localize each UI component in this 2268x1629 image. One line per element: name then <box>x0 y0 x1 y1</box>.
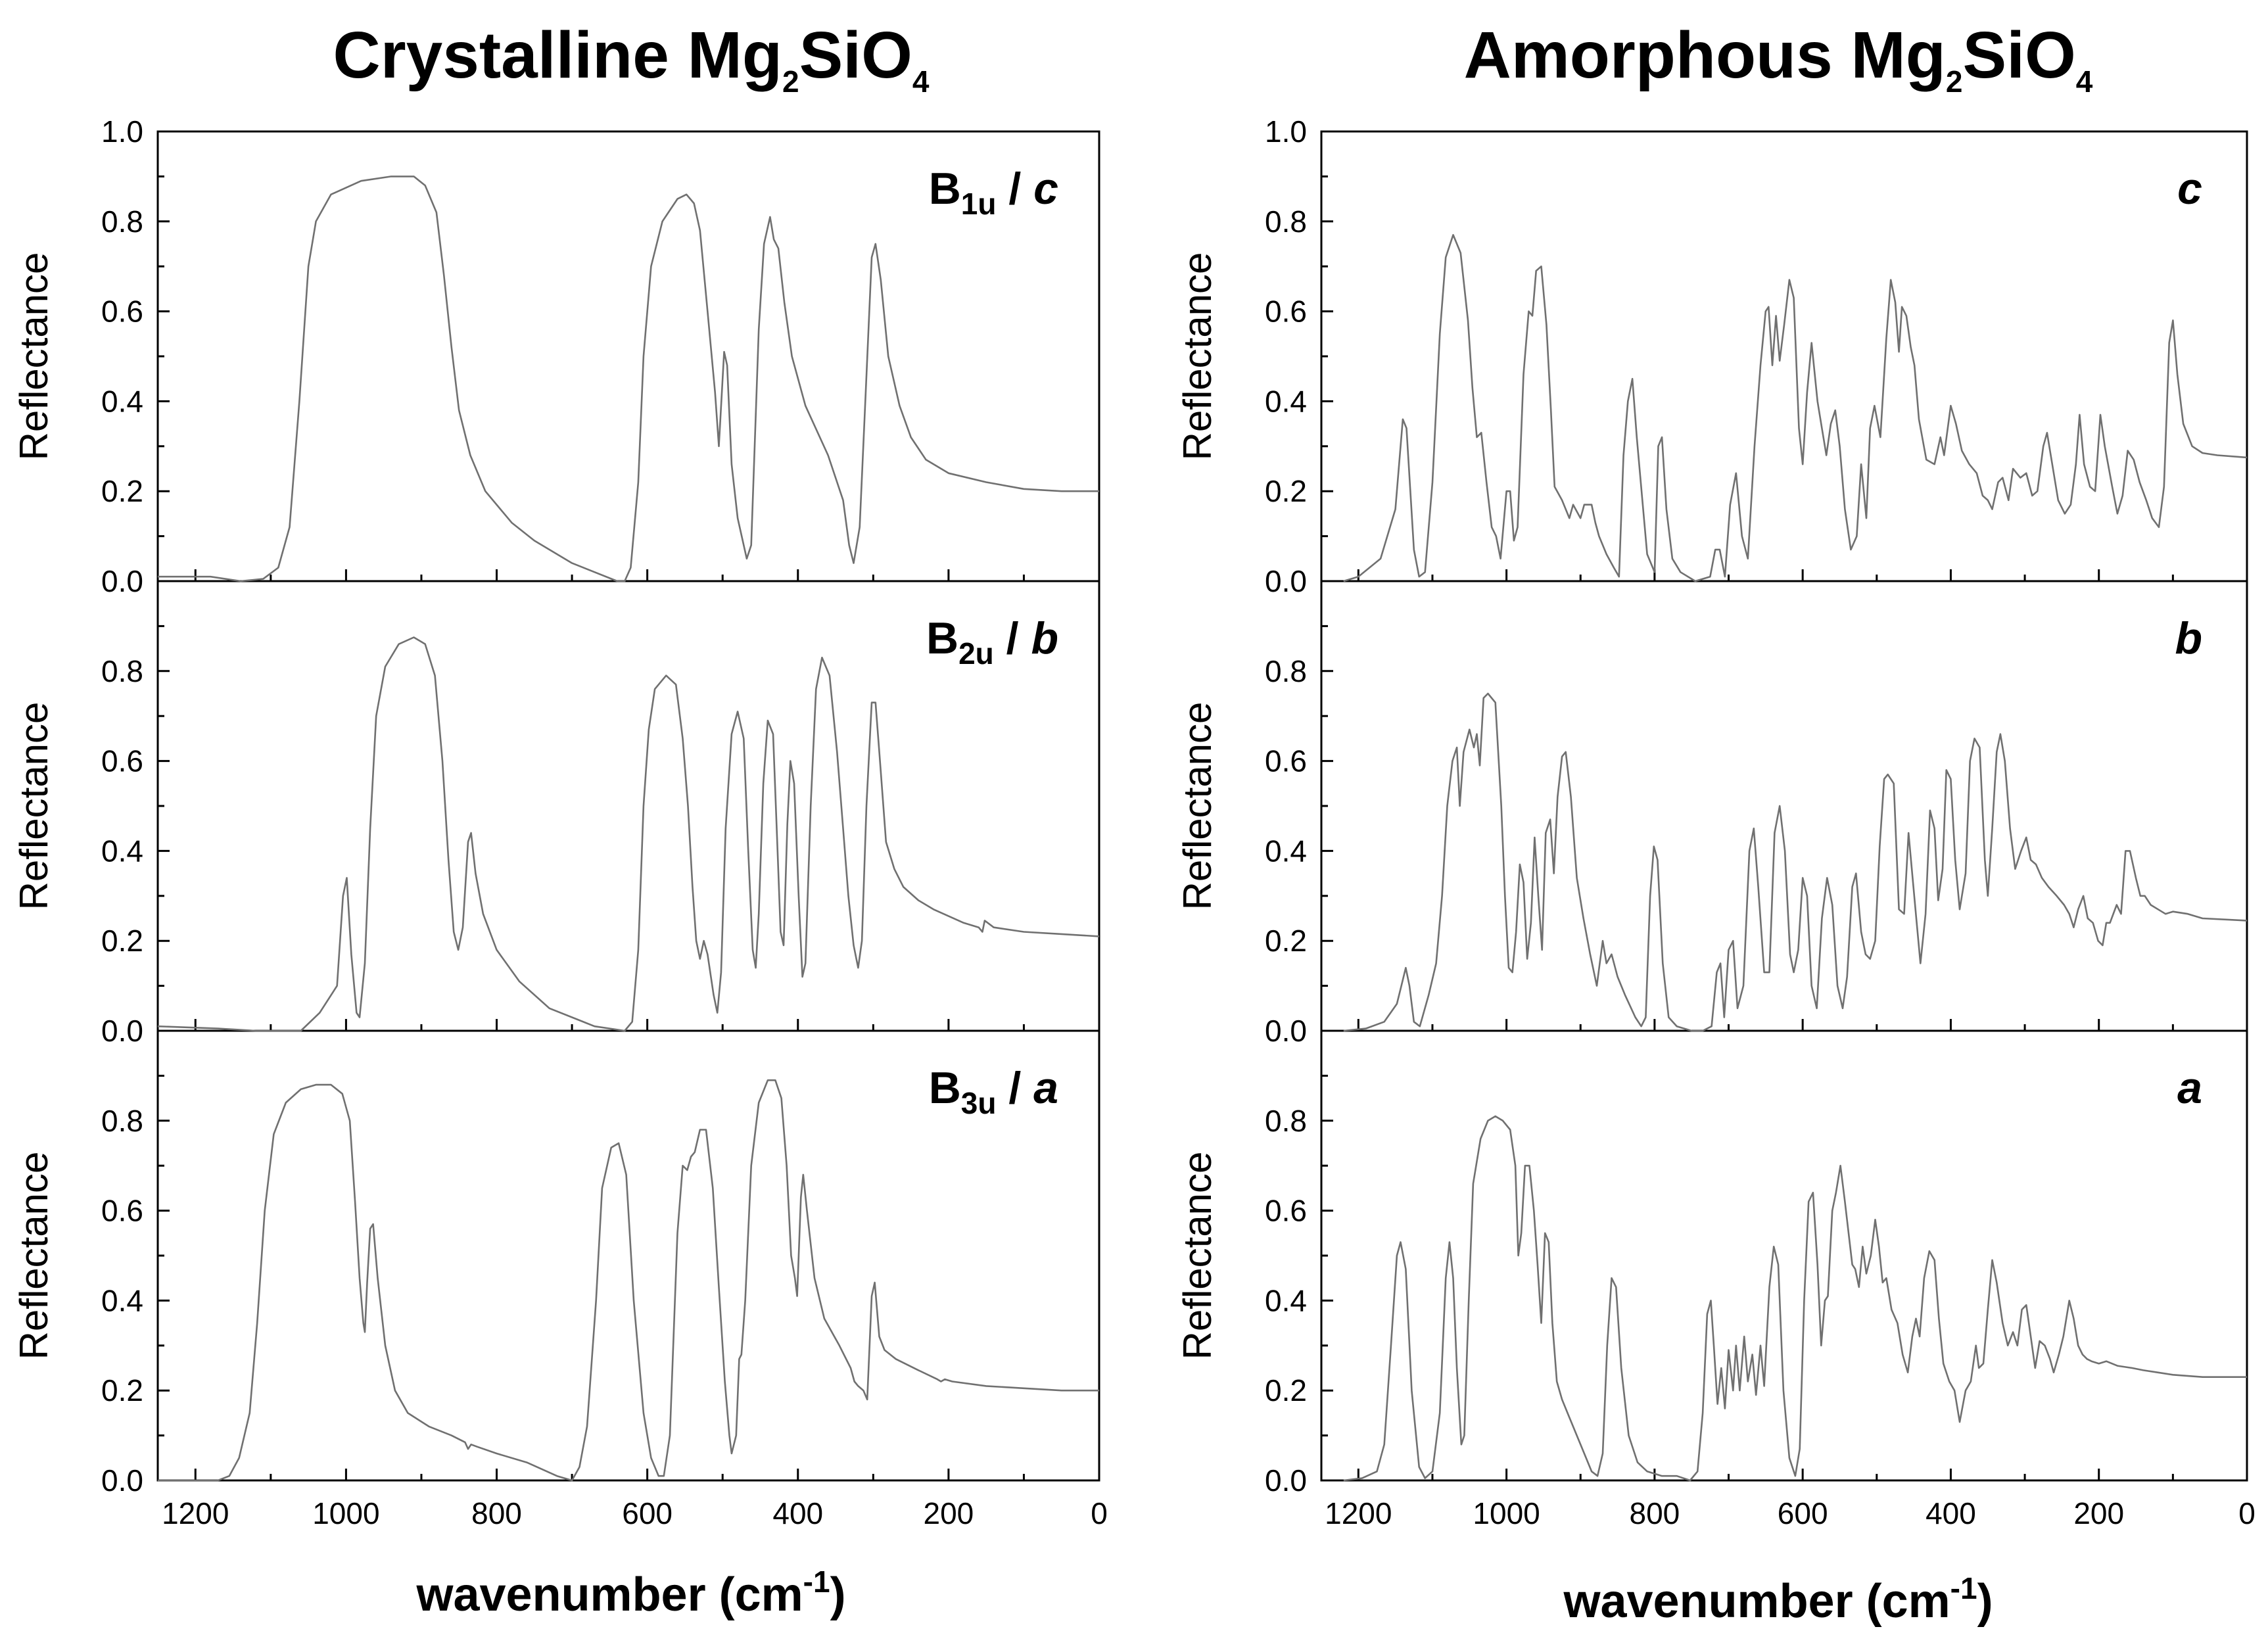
y-tick-label: 0.6 <box>1265 1194 1307 1228</box>
x-tick-label: 1000 <box>312 1496 379 1530</box>
spectrum-line-amorphous-b <box>1343 692 2248 1032</box>
y-tick-label: 0.0 <box>101 1014 143 1048</box>
y-tick-label: 0.4 <box>1265 384 1307 418</box>
y-tick-label: 0.8 <box>101 204 143 239</box>
y-tick-label: 0.0 <box>1265 564 1307 598</box>
y-axis-label: Reflectance <box>1175 702 1219 910</box>
crystalline-frame <box>156 130 1100 1482</box>
b1u-c-label: B1u / c <box>929 164 1058 221</box>
y-tick-label: 0.0 <box>1265 1463 1307 1498</box>
y-axis-label: Reflectance <box>12 1152 56 1360</box>
x-axis-label: wavenumber (cm-1) <box>415 1565 845 1621</box>
spectrum-line-amorphous-c <box>1343 234 2248 582</box>
y-tick-label: 0.6 <box>1265 744 1307 778</box>
y-tick-label: 0.0 <box>1265 1014 1307 1048</box>
y-tick-label: 0.4 <box>101 1283 143 1317</box>
y-axis-label: Reflectance <box>1175 1152 1219 1360</box>
y-tick-label: 0.8 <box>101 1104 143 1138</box>
x-tick-label: 800 <box>471 1496 522 1530</box>
y-tick-label: 0.2 <box>101 924 143 958</box>
y-tick-label: 0.2 <box>101 474 143 508</box>
amorphous-b-label: b <box>2175 613 2202 663</box>
y-tick-label: 0.6 <box>101 744 143 778</box>
spectrum-line-crystalline-b2u-b <box>157 636 1100 1032</box>
y-tick-label: 0.6 <box>101 295 143 329</box>
amorphous-c-label: c <box>2177 164 2202 214</box>
y-tick-label: 0.0 <box>101 1463 143 1498</box>
y-tick-label: 0.2 <box>1265 1373 1307 1407</box>
x-tick-label: 0 <box>1091 1496 1108 1530</box>
y-tick-label: 0.8 <box>1265 1104 1307 1138</box>
y-tick-label: 0.0 <box>101 564 143 598</box>
y-tick-label: 0.8 <box>101 654 143 688</box>
spectrum-line-crystalline-b3u-a <box>158 1079 1099 1482</box>
y-tick-label: 0.2 <box>1265 474 1307 508</box>
y-tick-label: 1.0 <box>1265 114 1307 149</box>
y-tick-label: 0.6 <box>1265 295 1307 329</box>
x-tick-label: 1200 <box>1325 1496 1392 1530</box>
x-tick-label: 0 <box>2238 1496 2256 1530</box>
y-tick-label: 0.2 <box>1265 924 1307 958</box>
x-tick-label: 200 <box>924 1496 974 1530</box>
b3u-a-label: B3u / a <box>929 1063 1058 1120</box>
y-tick-label: 0.8 <box>1265 204 1307 239</box>
y-tick-label: 0.4 <box>1265 1283 1307 1317</box>
x-tick-label: 400 <box>1925 1496 1976 1530</box>
x-tick-label: 400 <box>772 1496 823 1530</box>
amorphous-a-label: a <box>2177 1063 2202 1113</box>
y-tick-label: 0.4 <box>101 384 143 418</box>
y-axis-label: Reflectance <box>12 702 56 910</box>
spectrum-line-crystalline-b1u-c <box>158 176 1099 582</box>
x-tick-label: 1000 <box>1473 1496 1540 1530</box>
crystalline-title: Crystalline Mg2SiO4 <box>333 18 930 99</box>
spectrum-line-amorphous-a <box>1343 1115 2247 1482</box>
x-axis-label: wavenumber (cm-1) <box>1563 1571 1993 1628</box>
y-axis-label: Reflectance <box>1175 252 1219 461</box>
x-tick-label: 600 <box>622 1496 673 1530</box>
b2u-b-label: B2u / b <box>926 613 1058 671</box>
x-tick-label: 1200 <box>162 1496 229 1530</box>
y-tick-label: 0.2 <box>101 1373 143 1407</box>
y-axis-label: Reflectance <box>12 252 56 461</box>
x-tick-label: 800 <box>1630 1496 1680 1530</box>
y-tick-label: 1.0 <box>101 114 143 149</box>
amorphous-title: Amorphous Mg2SiO4 <box>1464 18 2093 99</box>
y-tick-label: 0.4 <box>101 834 143 868</box>
y-tick-label: 0.4 <box>1265 834 1307 868</box>
y-tick-label: 0.8 <box>1265 654 1307 688</box>
y-tick-label: 0.6 <box>101 1194 143 1228</box>
x-tick-label: 200 <box>2073 1496 2124 1530</box>
x-tick-label: 600 <box>1778 1496 1828 1530</box>
